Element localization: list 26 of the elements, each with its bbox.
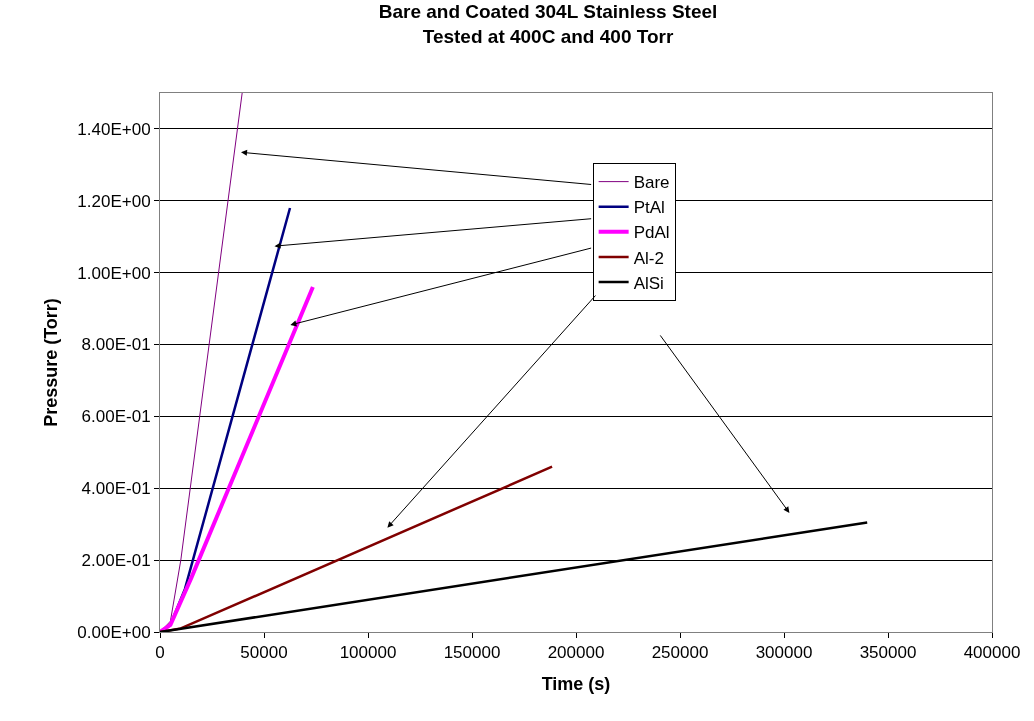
legend-label: AlSi bbox=[633, 273, 664, 293]
y-tick-label: 6.00E-01 bbox=[81, 407, 151, 427]
legend-label: PtAl bbox=[633, 198, 665, 218]
line-series bbox=[160, 285, 315, 632]
x-tick-label: 100000 bbox=[339, 643, 397, 663]
x-tick-label: 300000 bbox=[755, 643, 813, 663]
x-tick-label: 0 bbox=[155, 643, 165, 663]
legend-label: PdAl bbox=[633, 223, 670, 243]
y-tick-label: 2.00E-01 bbox=[81, 551, 151, 571]
x-tick-label: 150000 bbox=[443, 643, 501, 663]
x-tick-label: 250000 bbox=[651, 643, 709, 663]
y-tick-label: 1.00E+00 bbox=[77, 263, 151, 283]
x-tick-label: 400000 bbox=[963, 643, 1021, 663]
legend-label: Bare bbox=[633, 173, 670, 193]
y-tick-label: 8.00E-01 bbox=[81, 335, 151, 355]
x-tick-label: 50000 bbox=[240, 643, 288, 663]
y-axis-title: Pressure (Torr) bbox=[40, 298, 61, 427]
chart-title: Bare and Coated 304L Stainless Steel Tested at 400C and 400 Torr bbox=[378, 1, 718, 47]
x-tick-label: 200000 bbox=[547, 643, 605, 663]
y-tick-label: 1.20E+00 bbox=[77, 191, 151, 211]
x-tick-label: 350000 bbox=[859, 643, 917, 663]
legend-label: Al-2 bbox=[633, 248, 664, 268]
y-tick-label: 0.00E+00 bbox=[77, 622, 151, 642]
x-axis-title: Time (s) bbox=[541, 673, 611, 694]
y-tick-label: 1.40E+00 bbox=[77, 119, 151, 139]
y-tick-label: 4.00E-01 bbox=[81, 479, 151, 499]
